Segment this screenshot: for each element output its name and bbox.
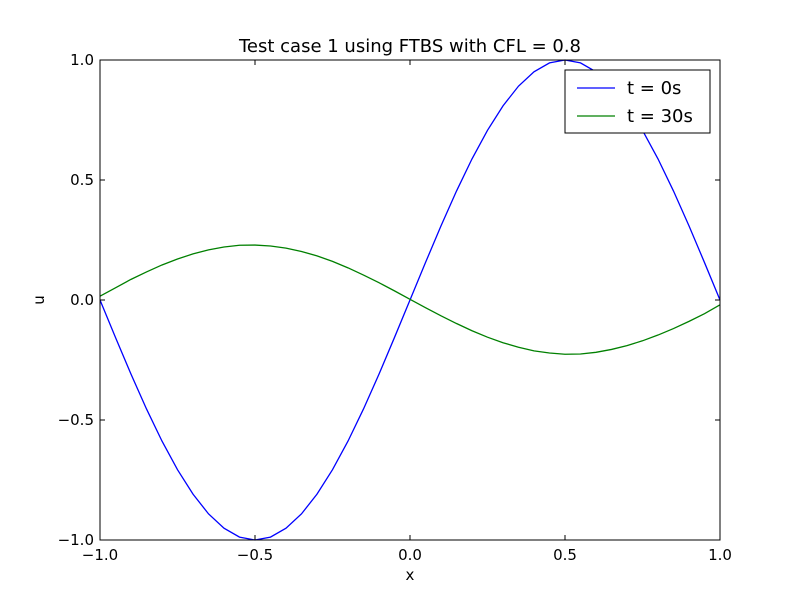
x-tick-label: 0.5 <box>553 546 577 564</box>
x-tick-label: −1.0 <box>82 546 118 564</box>
y-tick-label: 0.5 <box>70 171 94 189</box>
chart-title: Test case 1 using FTBS with CFL = 0.8 <box>238 36 581 57</box>
legend-label: t = 0s <box>627 78 681 99</box>
ticks-layer: −1.0 −0.5 0.0 0.5 1.0 −1.0 −0.5 0.0 0.5 1.0 <box>58 51 732 564</box>
y-tick-label: 1.0 <box>70 51 94 69</box>
y-tick-label: −1.0 <box>58 531 94 549</box>
plot-frame <box>99 59 721 541</box>
y-tick-label: 0.0 <box>70 291 94 309</box>
x-axis-label: x <box>406 566 415 584</box>
x-tick-label: −0.5 <box>237 546 273 564</box>
legend-box <box>564 69 711 134</box>
series-line-2 <box>99 244 721 355</box>
y-tick-label: −0.5 <box>58 411 94 429</box>
legend: t = 0s t = 30s <box>564 69 711 134</box>
legend-label: t = 30s <box>627 106 693 127</box>
y-axis-label: u <box>30 295 48 305</box>
x-tick-label: 0.0 <box>398 546 422 564</box>
x-tick-label: 1.0 <box>708 546 732 564</box>
